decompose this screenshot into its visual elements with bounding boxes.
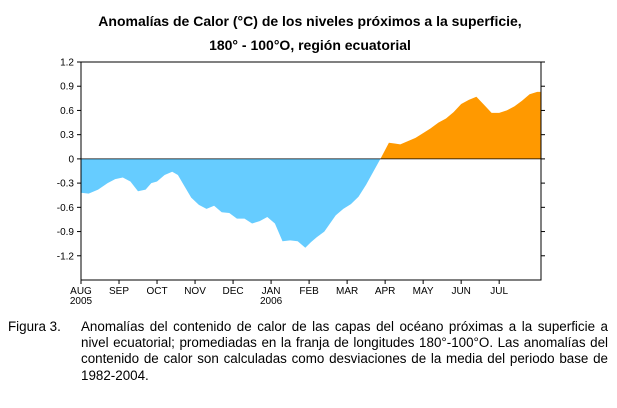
y-tick-label: 0.6 [60, 106, 74, 117]
figure-caption: Figura 3. Anomalías del contenido de cal… [8, 319, 608, 384]
x-tick-label: DEC [223, 286, 244, 297]
y-tick-label: 0.9 [60, 82, 74, 93]
x-tick-year-label: 2006 [260, 296, 283, 307]
x-tick-label: MAR [336, 286, 358, 297]
x-tick-label: AUG [70, 286, 92, 297]
y-tick-label: 0.3 [60, 130, 74, 141]
chart-title: Anomalías de Calor (°C) de los niveles p… [98, 13, 522, 29]
x-tick-label: NOV [184, 286, 206, 297]
x-tick-year-label: 2005 [70, 296, 93, 307]
y-tick-label: -0.6 [57, 203, 75, 214]
x-tick-label: MAY [413, 286, 434, 297]
x-tick-label: SEP [109, 286, 129, 297]
y-tick-label: -1.2 [57, 251, 75, 262]
x-tick-label: JUL [490, 286, 508, 297]
negative-anomaly-area [81, 158, 381, 248]
chart-subtitle: 180° - 100°O, región ecuatorial [209, 37, 411, 53]
caption-label: Figura 3. [8, 319, 61, 334]
x-tick-label: OCT [146, 286, 167, 297]
caption-text: Anomalías del contenido de calor de las … [81, 319, 608, 383]
x-tick-label: FEB [299, 286, 319, 297]
positive-anomaly-area [380, 91, 541, 159]
y-tick-label: -0.3 [57, 179, 75, 190]
plot-frame [80, 61, 542, 281]
x-tick-label: APR [375, 286, 396, 297]
y-tick-label: -0.9 [57, 227, 75, 238]
y-tick-label: 1.2 [60, 58, 74, 69]
y-tick-label: 0 [68, 154, 74, 165]
x-tick-label: JAN [262, 286, 281, 297]
x-tick-label: JUN [451, 286, 470, 297]
